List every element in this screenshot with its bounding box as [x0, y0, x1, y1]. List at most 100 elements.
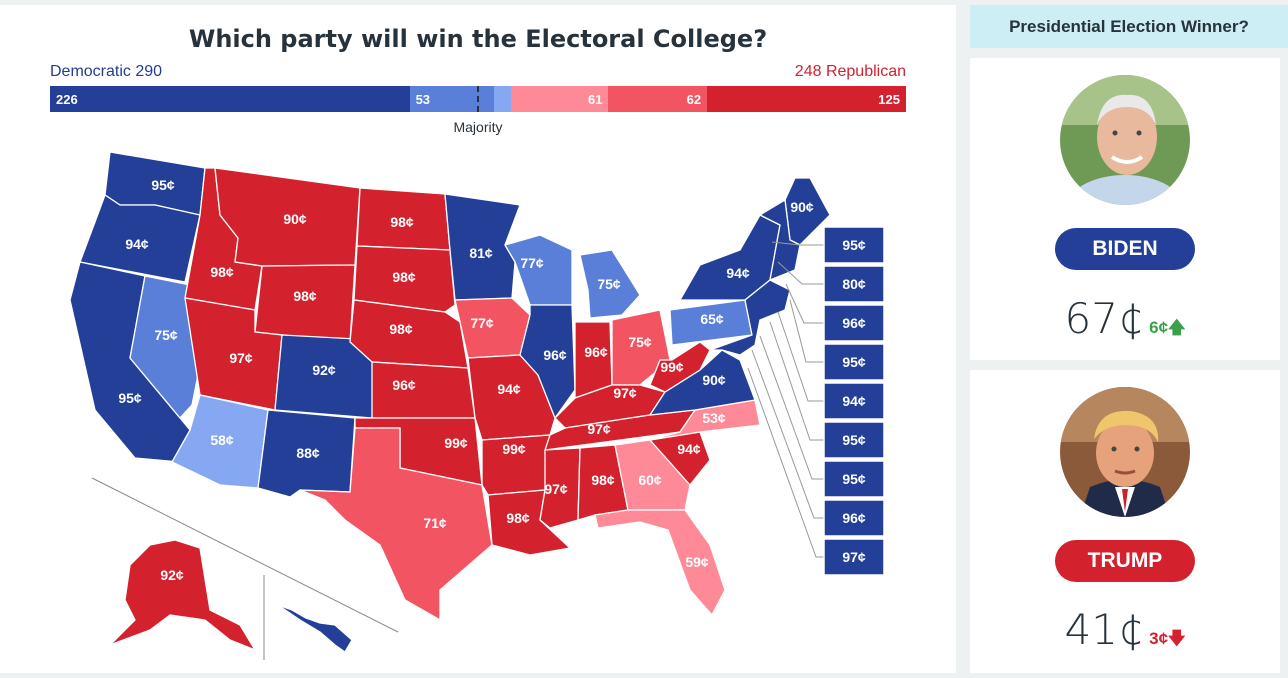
state-label-ky: 97¢	[613, 385, 637, 401]
state-label-sd: 98¢	[392, 269, 416, 285]
biden-price: 67¢ 6¢🡅	[970, 294, 1280, 344]
state-label-la: 98¢	[506, 510, 530, 526]
state-label-nm: 88¢	[296, 445, 320, 461]
bar-segment	[493, 86, 512, 112]
state-label-tn: 97¢	[587, 421, 611, 437]
small-state-box[interactable]: 95¢	[823, 421, 885, 459]
state-label-tx: 71¢	[423, 515, 447, 531]
state-label-oh: 75¢	[628, 334, 652, 350]
connector-line	[789, 299, 824, 363]
small-state-box[interactable]: 95¢	[823, 226, 885, 264]
map-panel: Which party will win the Electoral Colle…	[0, 5, 956, 673]
small-state-label: 95¢	[842, 354, 866, 370]
bar-segment: 62	[608, 86, 708, 112]
state-label-fl: 59¢	[685, 554, 709, 570]
small-state-box[interactable]: 95¢	[823, 460, 885, 498]
state-label-ny: 94¢	[726, 265, 750, 281]
state-label-mt: 90¢	[283, 211, 307, 227]
candidate-card-trump[interactable]: TRUMP 41¢ 3¢🡇	[970, 370, 1280, 673]
biden-price-value: 67¢	[1064, 294, 1145, 343]
bar-segment: 53	[409, 86, 494, 112]
trump-button[interactable]: TRUMP	[1055, 540, 1195, 582]
bar-segment: 61	[511, 86, 609, 112]
small-state-box[interactable]: 94¢	[823, 382, 885, 420]
state-tx[interactable]	[299, 427, 493, 621]
state-label-ar: 99¢	[502, 441, 526, 457]
bar-segment: 226	[50, 86, 410, 112]
small-state-label: 95¢	[842, 471, 866, 487]
state-label-ok: 99¢	[444, 435, 468, 451]
state-sd[interactable]	[353, 245, 456, 313]
state-label-co: 92¢	[312, 362, 336, 378]
state-label-ak: 92¢	[160, 567, 184, 583]
small-state-label: 80¢	[842, 276, 866, 292]
state-label-ut: 97¢	[229, 350, 253, 366]
small-state-label: 94¢	[842, 393, 866, 409]
state-label-mn: 81¢	[469, 245, 493, 261]
state-label-nc: 53¢	[702, 410, 726, 426]
inset-divider	[91, 477, 399, 660]
state-label-pa: 65¢	[700, 311, 724, 327]
us-map: 95¢ 94¢ 95¢ 75¢ 98¢ 90¢ 98¢ 97¢ 58¢ 92¢ 88¢ 98¢ 98¢ 9…	[69, 151, 885, 660]
connector-line	[771, 241, 824, 246]
small-state-box[interactable]: 96¢	[823, 304, 885, 342]
biden-price-change: 6¢🡅	[1149, 318, 1185, 337]
state-label-ca: 95¢	[118, 390, 142, 406]
state-label-az: 58¢	[210, 432, 234, 448]
state-label-wy: 98¢	[293, 288, 317, 304]
small-state-box[interactable]: 96¢	[823, 499, 885, 537]
state-label-id: 98¢	[210, 264, 234, 280]
majority-label: Majority	[453, 119, 503, 135]
state-label-wa: 95¢	[151, 177, 175, 193]
candidate-card-biden[interactable]: BIDEN 67¢ 6¢🡅	[970, 58, 1280, 360]
state-wv[interactable]	[649, 341, 711, 393]
trump-price-value: 41¢	[1064, 605, 1145, 654]
small-state-connectors	[747, 241, 824, 558]
state-label-ia: 77¢	[470, 315, 494, 331]
state-label-in: 96¢	[584, 344, 608, 360]
arrow-down-icon: 🡇	[1168, 629, 1186, 648]
small-state-label: 96¢	[842, 315, 866, 331]
connector-line	[785, 283, 824, 324]
small-state-label: 95¢	[842, 432, 866, 448]
sidebar-header: Presidential Election Winner?	[970, 5, 1288, 48]
connector-line	[751, 349, 824, 519]
state-mn[interactable]	[444, 193, 521, 301]
small-state-label: 97¢	[842, 549, 866, 565]
page-title: Which party will win the Electoral Colle…	[188, 25, 768, 53]
small-state-label: 95¢	[842, 237, 866, 253]
state-label-mi: 75¢	[597, 276, 621, 292]
state-ne-small[interactable]	[709, 279, 791, 356]
state-label-ga: 60¢	[638, 472, 662, 488]
electoral-vote-bar: 226 53 61 62 125	[50, 86, 906, 112]
state-ak[interactable]	[109, 539, 256, 651]
state-fl[interactable]	[594, 509, 726, 616]
small-state-box[interactable]: 97¢	[823, 538, 885, 576]
state-ga[interactable]	[614, 439, 691, 511]
state-hi[interactable]	[277, 604, 353, 653]
arrow-up-icon: 🡅	[1168, 318, 1186, 337]
state-label-ks: 96¢	[392, 377, 416, 393]
state-label-me: 90¢	[790, 199, 814, 215]
small-state-box[interactable]: 95¢	[823, 343, 885, 381]
trump-price: 41¢ 3¢🡇	[970, 605, 1280, 655]
state-mi[interactable]	[579, 249, 641, 319]
state-label-al: 98¢	[591, 472, 615, 488]
connector-line	[747, 367, 824, 558]
bar-segment: 125	[707, 86, 906, 112]
small-state-box[interactable]: 80¢	[823, 265, 885, 303]
state-il[interactable]	[519, 304, 576, 419]
biden-button[interactable]: BIDEN	[1055, 228, 1195, 270]
state-label-wi: 77¢	[520, 255, 544, 271]
state-label-va: 90¢	[702, 372, 726, 388]
state-ks[interactable]	[371, 361, 476, 419]
state-label-ms: 97¢	[544, 481, 568, 497]
state-label-nv: 75¢	[154, 327, 178, 343]
connector-line	[769, 321, 824, 441]
state-label-ne: 98¢	[389, 321, 413, 337]
state-or[interactable]	[79, 194, 201, 283]
state-label-mo: 94¢	[497, 381, 521, 397]
state-nh-vt[interactable]	[759, 199, 801, 281]
trump-price-change: 3¢🡇	[1149, 629, 1185, 648]
state-va[interactable]	[649, 349, 756, 416]
